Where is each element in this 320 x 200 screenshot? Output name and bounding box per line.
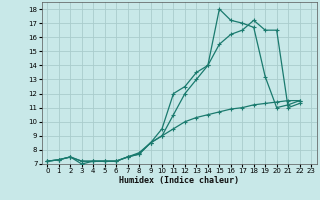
X-axis label: Humidex (Indice chaleur): Humidex (Indice chaleur): [119, 176, 239, 185]
